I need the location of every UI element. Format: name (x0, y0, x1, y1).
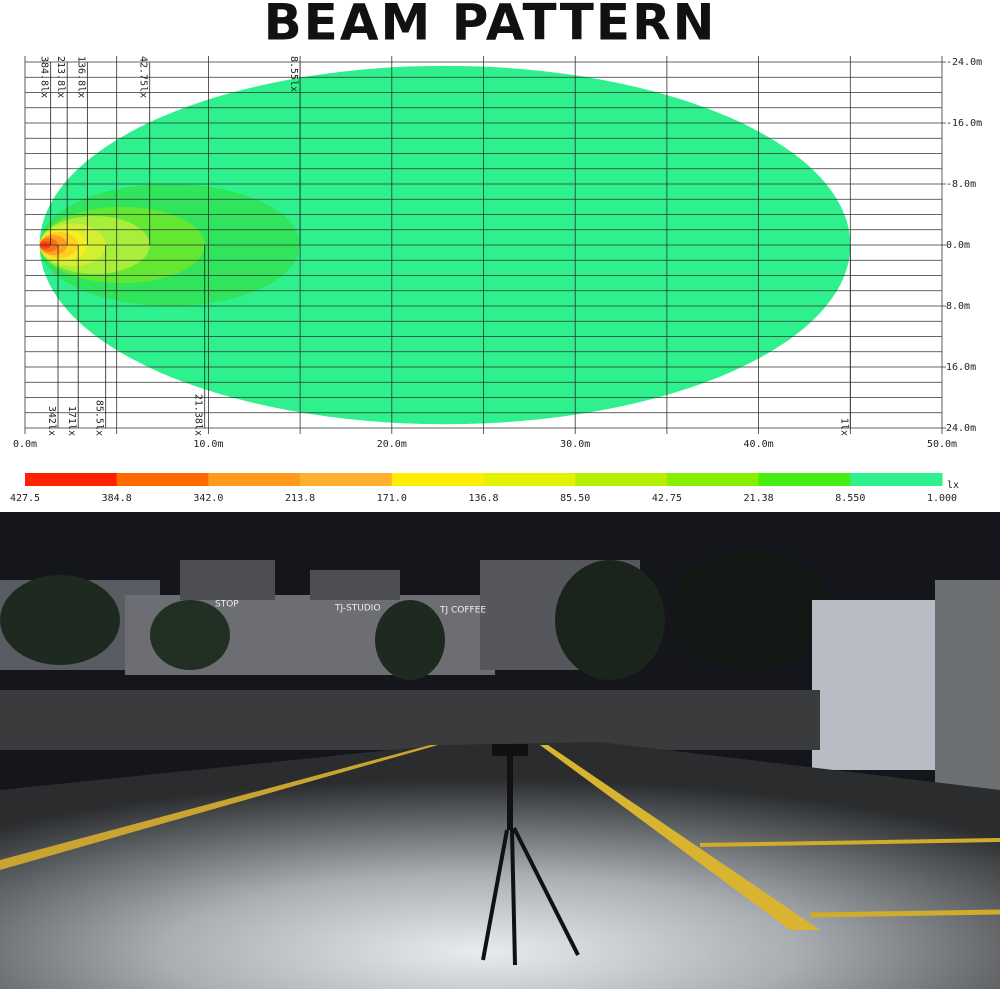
y-tick-label: 24.0m (946, 423, 976, 434)
colorbar-swatch (208, 473, 301, 486)
colorbar-swatch (116, 473, 209, 486)
lane-line (809, 909, 1000, 918)
sign: TJ COFFEE (439, 606, 486, 616)
y-tick-label: -24.0m (946, 57, 982, 68)
colorbar-label: 42.75 (652, 493, 682, 504)
tripod (510, 829, 517, 966)
contour-label: 21.38lx (193, 394, 204, 436)
y-tick-label: 8.0m (946, 301, 970, 312)
wall (0, 690, 820, 750)
contour-label: 384.8lx (39, 56, 50, 98)
x-tick-label: 0.0m (13, 439, 37, 450)
tree (555, 560, 665, 680)
colorbar-label: 171.0 (377, 493, 407, 504)
y-tick-label: -16.0m (946, 118, 982, 129)
colorbar-label: 384.8 (102, 493, 132, 504)
colorbar-label: 213.8 (285, 493, 315, 504)
colorbar-swatch (758, 473, 851, 486)
tree (375, 600, 445, 680)
lane-line (0, 745, 438, 870)
x-tick-label: 40.0m (744, 439, 774, 450)
tree (150, 600, 230, 670)
colorbar-swatch (575, 473, 668, 486)
x-tick-label: 20.0m (377, 439, 407, 450)
colorbar-label: 85.50 (560, 493, 590, 504)
plot: 1lx 8.55lx 21.38lx 42.75lx 85.5lx 136.8lx 171l… (24, 56, 946, 436)
wall (935, 580, 1000, 790)
light (492, 744, 528, 756)
contour-label: 171lx (66, 406, 77, 436)
y-tick-label: 0.0m (946, 240, 970, 251)
colorbar-label: 8.550 (835, 493, 865, 504)
lane-line (699, 838, 1000, 847)
lane-line (540, 745, 820, 930)
contour-label: 213.8lx (55, 56, 66, 98)
container (812, 600, 942, 770)
colorbar-label: 342.0 (193, 493, 223, 504)
sign: TJ-STUDIO (334, 604, 381, 614)
colorbar-label: 427.5 (10, 493, 40, 504)
colorbar-unit: lx (947, 480, 959, 491)
contour-label: 136.8lx (75, 56, 86, 98)
chart-title: BEAM PATTERN (264, 0, 717, 52)
contour-label: 85.5lx (94, 400, 105, 436)
contour-label: 8.55lx (288, 56, 299, 92)
y-tick-label: -8.0m (946, 179, 976, 190)
building (310, 570, 400, 600)
y-tick-label: 16.0m (946, 362, 976, 373)
tripod (512, 827, 580, 956)
x-tick-label: 10.0m (193, 439, 223, 450)
colorbar-label: 21.38 (744, 493, 774, 504)
tripod (481, 829, 509, 961)
contour-label: 1lx (838, 418, 849, 436)
tree (0, 575, 120, 665)
colorbar-swatch (25, 473, 118, 486)
contour-label: 342lx (46, 406, 57, 436)
sign: STOP (215, 600, 239, 610)
x-tick-label: 50.0m (927, 439, 957, 450)
tree (670, 550, 830, 670)
colorbar-swatch (850, 473, 943, 486)
colorbar-label: 1.000 (927, 493, 957, 504)
colorbar-swatch (300, 473, 393, 486)
night-photo: STOP TJ-STUDIO TJ COFFEE (0, 512, 1000, 989)
contour-label: 42.75lx (138, 56, 149, 98)
building (180, 560, 275, 600)
colorbar-label: 136.8 (468, 493, 498, 504)
colorbar-swatch (391, 473, 484, 486)
x-tick-label: 30.0m (560, 439, 590, 450)
colorbar-swatch (483, 473, 576, 486)
colorbar-swatch (666, 473, 760, 486)
